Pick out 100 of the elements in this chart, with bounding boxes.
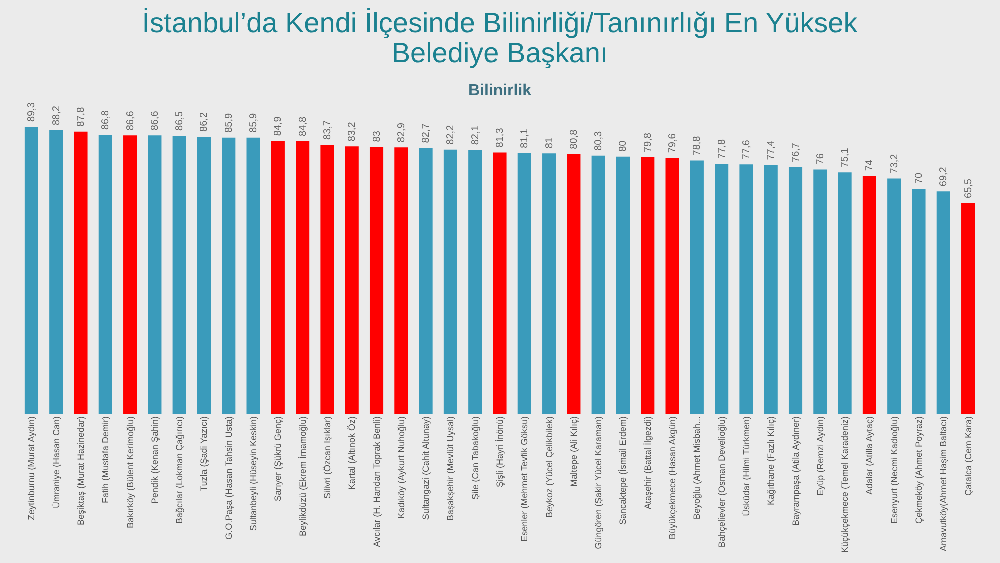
data-label: 87,8 — [76, 106, 87, 127]
bar — [715, 164, 729, 414]
data-label: 81 — [544, 137, 556, 149]
bar — [814, 170, 828, 414]
chart-subtitle: Bilinirlik — [468, 82, 532, 100]
x-tick-label: Tuzla (Şadi Yazıcı) — [199, 416, 210, 492]
bar — [862, 176, 876, 414]
data-label: 83,7 — [322, 120, 334, 140]
x-tick-label: Şişli (Hayri İnönü) — [495, 416, 505, 488]
bar — [296, 141, 310, 414]
bar — [616, 156, 630, 414]
x-tick-label: Başakşehir (Mevlüt Uysal) — [446, 416, 456, 522]
x-tick-label: Beşiktaş (Murat Hazinedar) — [76, 416, 86, 526]
x-tick-label: Sultanbeyli (Hüseyin Keskin) — [248, 416, 259, 532]
bar — [24, 127, 38, 414]
bar — [271, 141, 285, 414]
bar — [197, 136, 212, 414]
data-label: 86,5 — [174, 111, 186, 131]
bar — [50, 130, 64, 414]
x-tick-label: Beylikdüzü (Ekrem İmamoğlu) — [298, 416, 308, 537]
x-tick-label: Fatih (Mustafa Demir) — [100, 416, 111, 504]
data-label: 85,9 — [248, 113, 260, 133]
bar — [764, 165, 778, 414]
bar — [246, 138, 260, 414]
x-tick-label: Üsküdar (Hilmi Türkmen) — [741, 416, 752, 516]
bar — [468, 150, 482, 414]
x-tick-label: Pendik (Kenan Şahin) — [150, 416, 160, 504]
data-label: 82,7 — [421, 123, 432, 144]
bar — [740, 164, 754, 414]
data-label: 75,1 — [840, 148, 852, 168]
data-label: 80,8 — [568, 129, 580, 150]
x-tick-label: Avcılar (H. Handan Toprak Benli) — [372, 416, 382, 548]
data-label: 77,6 — [741, 140, 752, 160]
data-label: 74 — [864, 160, 876, 172]
data-label: 86,6 — [125, 110, 136, 131]
x-tick-label: Kartal (Altınok Öz) — [347, 416, 358, 490]
x-tick-label: Kağıthane (Fazlı Kılıç) — [766, 416, 776, 506]
data-label: 70 — [914, 172, 925, 184]
bar — [641, 158, 655, 414]
x-tick-label: Beykoz (Yücel Çelikbilek) — [544, 416, 554, 518]
data-label: 82,1 — [470, 125, 482, 146]
bar — [912, 189, 926, 414]
x-tick-label: Maltepe (Ali Kılıç) — [568, 416, 579, 488]
bar — [394, 148, 408, 414]
x-tick-label: Bakırköy (Bülent Kerimoğlu) — [125, 416, 136, 529]
x-tick-label: Bayrampaşa (Atila Aydıner) — [790, 416, 801, 526]
bar — [666, 158, 680, 414]
bar — [370, 147, 384, 414]
bar — [98, 135, 112, 414]
data-label: 84,9 — [273, 116, 284, 136]
bar — [542, 154, 556, 414]
bar — [690, 160, 704, 414]
bar — [788, 167, 803, 414]
bar — [222, 138, 236, 414]
data-label: 82,9 — [396, 122, 408, 143]
x-tick-label: Bahçelievler (Osman Develioğlu) — [716, 416, 727, 548]
data-label: 77,8 — [716, 139, 728, 159]
x-tick-label: Kadıköy (Aykurt Nuhoğlu) — [396, 416, 406, 519]
x-tick-label: Sancaktepe (İsmail Erdem) — [618, 416, 628, 526]
x-tick-label: Beyoğlu (Ahmet Misbah... — [692, 416, 702, 520]
x-tick-label: Esenler (Mehmet Tevfik Göksu) — [520, 416, 530, 542]
data-label: 78,8 — [692, 136, 704, 156]
x-tick-label: Ümraniye (Hasan Can) — [51, 416, 62, 509]
data-label: 84,8 — [298, 116, 309, 136]
x-tick-label: Büyükçekmece (Hasan Akgün) — [668, 416, 678, 540]
data-label: 73,2 — [889, 154, 900, 174]
x-tick-label: Eyüp (Remzi Aydın) — [815, 416, 826, 496]
data-label: 80 — [618, 140, 630, 152]
bar — [936, 192, 950, 414]
x-tick-label: Güngören (Şakir Yücel Karaman) — [594, 416, 604, 550]
data-label: 81,3 — [495, 128, 506, 148]
x-tick-label: Çatalca (Cem Kara) — [963, 416, 974, 496]
data-label: 69,2 — [938, 166, 950, 187]
data-label: 76 — [815, 153, 826, 165]
x-tick-label: Ataşehir (Battal İlgezdi) — [642, 416, 653, 510]
data-label: 77,4 — [766, 140, 778, 160]
x-tick-label: Bağcılar (Lokman Çağırıcı) — [174, 416, 185, 524]
data-label: 86,2 — [199, 112, 210, 132]
bar — [345, 146, 359, 414]
data-label: 79,8 — [642, 132, 654, 153]
data-label: 86,8 — [100, 110, 112, 130]
data-label: 81,1 — [520, 128, 531, 148]
x-tick-label: G.O.Paşa (Hasan Tahsin Usta) — [224, 416, 234, 540]
bar — [493, 152, 507, 414]
bar — [888, 178, 902, 414]
bar — [962, 203, 976, 414]
data-label: 89,3 — [26, 102, 38, 122]
bar — [592, 156, 606, 414]
x-tick-label: Adalar (Atilla Aytaç) — [864, 416, 875, 495]
data-label: 88,2 — [51, 106, 62, 126]
x-tick-label: Silivri (Özcan Işıklar) — [322, 416, 332, 500]
bar — [148, 136, 162, 414]
bar — [567, 154, 581, 414]
x-tick-label: Esenyurt (Necmi Kadıoğlu) — [889, 416, 900, 524]
bar — [172, 136, 186, 414]
data-label: 65,5 — [963, 178, 974, 198]
bar — [444, 150, 458, 414]
bar — [74, 132, 88, 414]
data-label: 85,9 — [224, 113, 235, 133]
x-tick-label: Sarıyer (Şükrü Genç) — [273, 416, 284, 502]
